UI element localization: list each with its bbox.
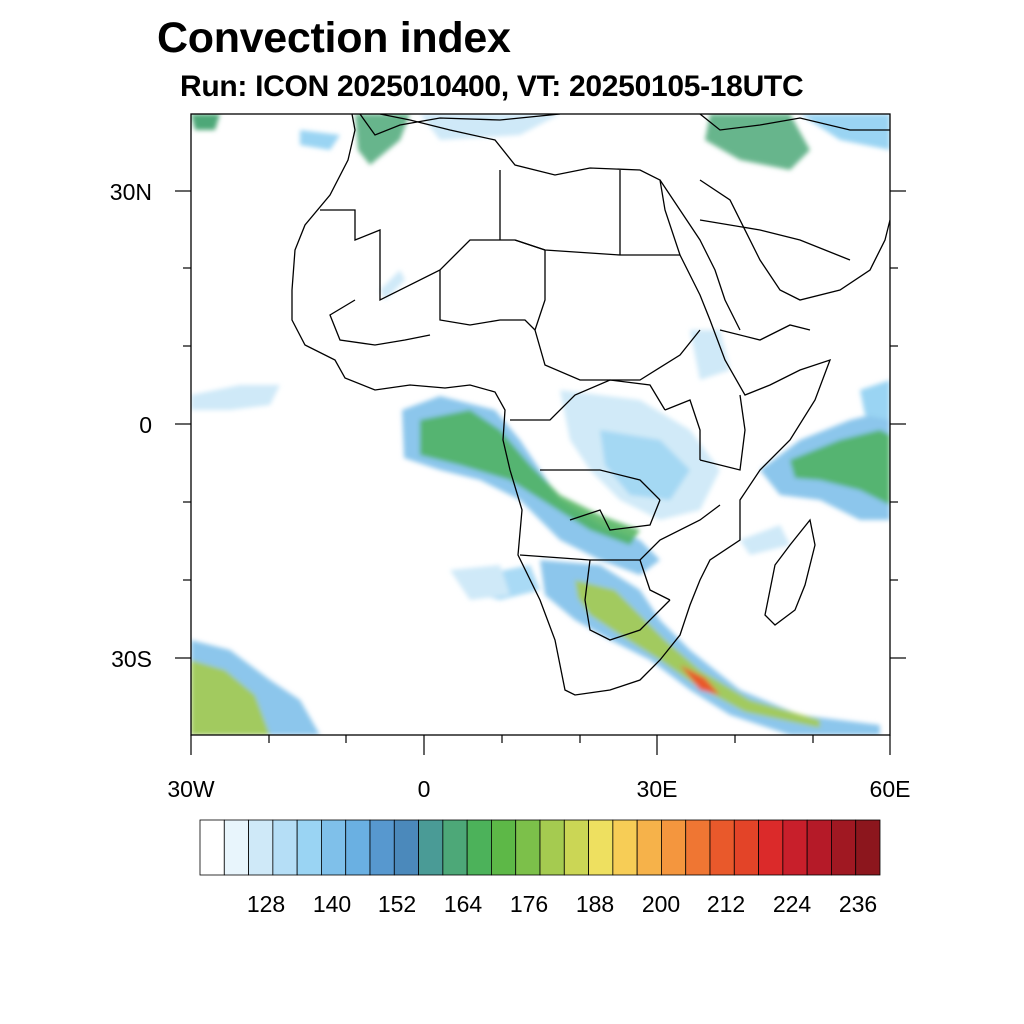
field-indian-core bbox=[790, 430, 890, 505]
colorbar-swatch bbox=[515, 819, 541, 876]
border-3 bbox=[534, 250, 701, 381]
colorbar-swatch bbox=[806, 819, 832, 876]
lat-label-0: 0 bbox=[139, 412, 152, 438]
lat-label-30s: 30S bbox=[111, 646, 152, 672]
plot-frame bbox=[190, 113, 891, 736]
lon-labels: 30W 0 30E 60E bbox=[167, 776, 910, 802]
colorbar-swatch bbox=[539, 819, 565, 876]
coastlines-borders bbox=[291, 114, 890, 696]
field-med-tr bbox=[800, 114, 890, 150]
field-south-core bbox=[575, 580, 820, 728]
colorbar-swatch bbox=[733, 819, 759, 876]
colorbar-swatch bbox=[563, 819, 589, 876]
lon-label-30w: 30W bbox=[167, 776, 215, 802]
colorbar-swatch bbox=[223, 819, 249, 876]
turkey-coast bbox=[699, 114, 890, 131]
colorbar-label: 200 bbox=[642, 891, 680, 917]
lon-label-0: 0 bbox=[418, 776, 431, 802]
border-2 bbox=[514, 239, 680, 256]
border-9 bbox=[540, 469, 661, 501]
field-indian-east bbox=[860, 380, 890, 420]
colorbar-swatch bbox=[272, 819, 298, 876]
border-10 bbox=[519, 504, 721, 561]
colorbar-label: 224 bbox=[773, 891, 812, 917]
colorbar-swatch bbox=[636, 819, 662, 876]
colorbar-swatch bbox=[321, 819, 347, 876]
border-12 bbox=[639, 559, 671, 601]
colorbar-swatch bbox=[369, 819, 395, 876]
convection-field bbox=[191, 114, 890, 735]
border-17 bbox=[699, 219, 851, 261]
colorbar-swatch bbox=[466, 819, 492, 876]
colorbar-swatch bbox=[661, 819, 687, 876]
colorbar-swatch bbox=[685, 819, 711, 876]
colorbar-swatch bbox=[296, 819, 322, 876]
field-med-west bbox=[355, 114, 410, 165]
field-guinea-core bbox=[420, 410, 640, 545]
madagascar-coastline bbox=[764, 518, 816, 626]
colorbar-label: 164 bbox=[444, 891, 483, 917]
field-atlantic-w bbox=[191, 385, 280, 410]
field-atlantic-s bbox=[450, 565, 510, 600]
colorbar-label: 176 bbox=[510, 891, 548, 917]
field-mid-atl bbox=[300, 130, 340, 150]
field-sw-core bbox=[191, 660, 270, 735]
arabia-coastline bbox=[699, 179, 890, 301]
field-south-hot bbox=[680, 665, 720, 695]
map-title: Convection index bbox=[157, 14, 511, 62]
colorbar-swatch bbox=[612, 819, 638, 876]
lat-label-30n: 30N bbox=[110, 179, 152, 205]
field-madagascar-ne bbox=[740, 525, 790, 555]
red-sea-west bbox=[659, 179, 741, 331]
colorbar-swatch bbox=[831, 819, 857, 876]
field-nw-corner bbox=[191, 114, 220, 130]
border-16 bbox=[719, 324, 811, 341]
africa-coastline bbox=[291, 114, 832, 696]
border-15 bbox=[569, 499, 661, 531]
colorbar-swatch bbox=[442, 819, 468, 876]
map-subtitle: Run: ICON 2025010400, VT: 20250105-18UTC bbox=[180, 70, 804, 103]
lon-label-60e: 60E bbox=[870, 776, 911, 802]
europe-coast bbox=[359, 114, 561, 136]
colorbar-swatch bbox=[855, 819, 881, 876]
colorbar-labels: 128 140 152 164 176 188 200 212 224 236 bbox=[247, 891, 877, 917]
colorbar-swatch bbox=[393, 819, 419, 876]
colorbar-swatch bbox=[782, 819, 808, 876]
colorbar-label: 236 bbox=[839, 891, 877, 917]
colorbar-swatch bbox=[588, 819, 614, 876]
colorbar-label: 140 bbox=[313, 891, 351, 917]
colorbar-label: 212 bbox=[707, 891, 745, 917]
colorbar bbox=[199, 819, 881, 876]
field-sahara-streak bbox=[380, 270, 405, 300]
lon-label-30e: 30E bbox=[637, 776, 678, 802]
colorbar-swatch bbox=[345, 819, 371, 876]
colorbar-swatch bbox=[248, 819, 274, 876]
field-congo-inner bbox=[600, 430, 690, 500]
colorbar-label: 152 bbox=[378, 891, 416, 917]
colorbar-swatch bbox=[418, 819, 444, 876]
colorbar-label: 128 bbox=[247, 891, 285, 917]
field-med-east bbox=[705, 114, 810, 170]
lat-labels: 30N 0 30S bbox=[110, 179, 152, 672]
colorbar-swatch bbox=[758, 819, 784, 876]
border-7 bbox=[329, 299, 431, 346]
border-8 bbox=[510, 379, 666, 421]
border-14 bbox=[664, 399, 701, 460]
field-med-mid bbox=[420, 114, 560, 140]
border-4 bbox=[439, 270, 536, 331]
border-13 bbox=[699, 394, 746, 471]
border-1 bbox=[320, 209, 546, 302]
axis-ticks bbox=[175, 190, 906, 755]
border-11 bbox=[584, 559, 671, 641]
colorbar-swatch bbox=[491, 819, 517, 876]
colorbar-label: 188 bbox=[576, 891, 614, 917]
colorbar-swatch bbox=[709, 819, 735, 876]
colorbar-swatch bbox=[199, 819, 225, 876]
field-ethiopia bbox=[690, 330, 730, 380]
